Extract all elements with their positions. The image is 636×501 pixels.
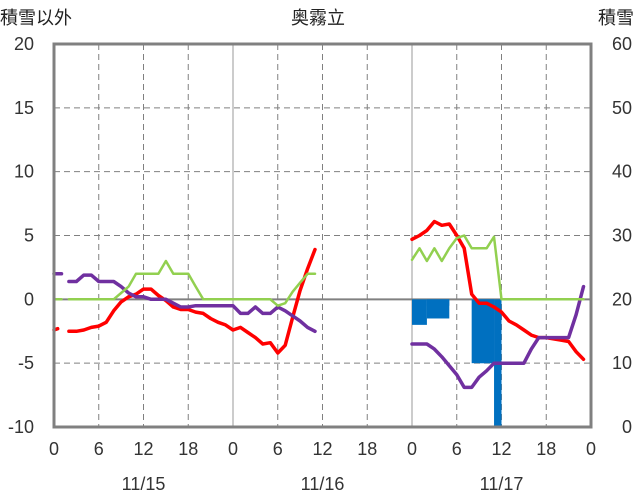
right-y-tick-label: 0 xyxy=(622,417,632,437)
right-y-tick-label: 60 xyxy=(612,34,632,54)
date-label: 11/17 xyxy=(480,474,524,494)
x-tick-label: 0 xyxy=(586,439,596,459)
right-y-tick-label: 50 xyxy=(612,98,632,118)
left-y-tick-label: -10 xyxy=(8,417,34,437)
x-tick-label: 12 xyxy=(312,439,332,459)
chart-title: 奥霧立 xyxy=(291,8,345,29)
right-y-tick-label: 20 xyxy=(612,289,632,309)
right-axis-label: 積雪 xyxy=(598,8,634,29)
x-tick-label: 18 xyxy=(178,439,198,459)
green-series-line xyxy=(67,259,317,307)
green-series-line xyxy=(410,234,585,301)
purple-series-line xyxy=(67,273,317,334)
x-tick-label: 0 xyxy=(49,439,59,459)
left-y-tick-label: 5 xyxy=(24,226,34,246)
x-tick-label: 6 xyxy=(94,439,104,459)
grid-lines xyxy=(54,44,591,427)
left-y-tick-label: 20 xyxy=(14,34,34,54)
x-tick-label: 12 xyxy=(491,439,511,459)
left-y-tick-label: 15 xyxy=(14,98,34,118)
purple-series-line xyxy=(410,284,586,390)
right-y-tick-label: 10 xyxy=(612,353,632,373)
x-tick-label: 0 xyxy=(407,439,417,459)
snow-bar xyxy=(426,299,450,319)
red-series-line xyxy=(67,247,317,355)
series-lines xyxy=(52,219,586,390)
x-tick-label: 6 xyxy=(273,439,283,459)
x-tick-label: 12 xyxy=(133,439,153,459)
x-tick-label: 18 xyxy=(357,439,377,459)
x-tick-label: 6 xyxy=(452,439,462,459)
date-label: 11/15 xyxy=(122,474,166,494)
left-y-tick-label: -5 xyxy=(18,353,34,373)
right-y-tick-label: 30 xyxy=(612,226,632,246)
date-label: 11/16 xyxy=(301,474,345,494)
left-axis-label: 積雪以外 xyxy=(0,8,72,29)
plot-border xyxy=(52,42,593,429)
left-y-tick-label: 0 xyxy=(24,289,34,309)
snow-bar xyxy=(412,299,427,325)
left-y-tick-label: 10 xyxy=(14,162,34,182)
plot-frame xyxy=(52,42,593,429)
right-y-tick-label: 40 xyxy=(612,162,632,182)
x-tick-label: 0 xyxy=(228,439,238,459)
snow-bar xyxy=(471,299,495,364)
x-tick-label: 18 xyxy=(536,439,556,459)
